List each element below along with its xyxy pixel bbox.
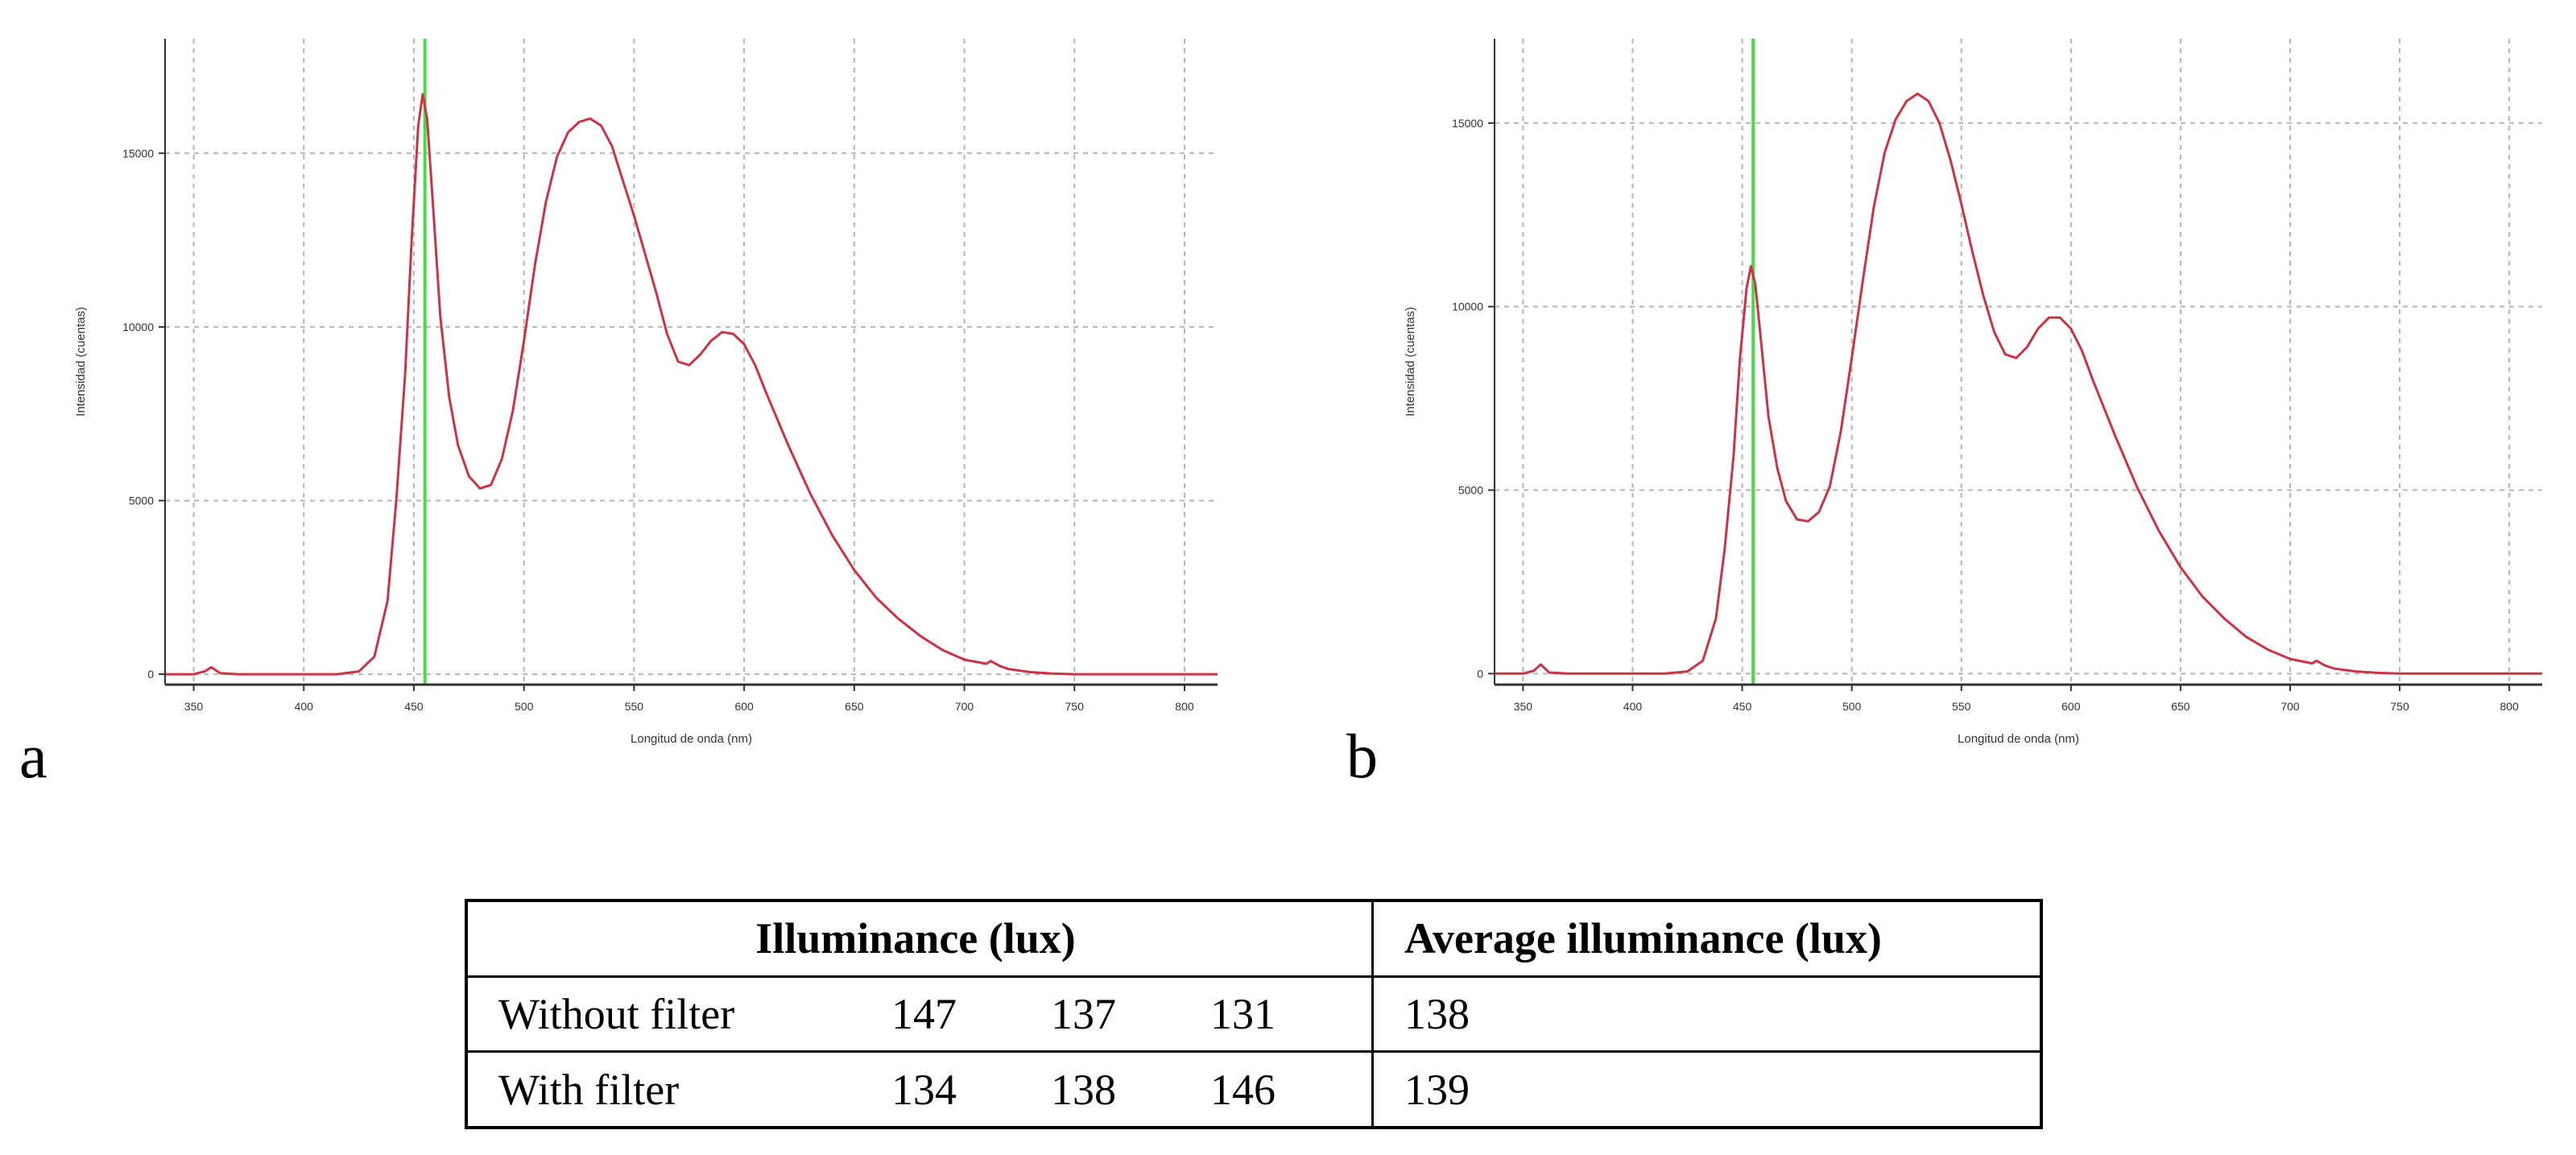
cell-value: 137 [1020,976,1180,1054]
cell-value: 146 [1210,1065,1276,1114]
x-tick-label: 700 [955,700,974,713]
header-average: Average illuminance (lux) [1371,900,2041,978]
x-tick-label: 550 [1952,700,1971,713]
x-axis-label: Longitud de onda (nm) [631,732,752,746]
table-row: With filter 134 138 146 139 [466,1051,2041,1128]
grid [165,39,1218,685]
y-axis-label: Intensidad (cuentas) [74,307,88,416]
series [165,93,1218,676]
x-tick-label: 400 [1623,700,1643,713]
row-label: Without filter [466,976,861,1054]
x-tick-label: 750 [2390,700,2409,713]
x-tick-label: 600 [734,700,754,713]
x-tick-label: 500 [1842,700,1862,713]
spectrum-chart-a: 350 400 450 500 550 600 650 700 750 800 0 5000 10000… [74,39,1218,746]
axes [1494,39,2542,686]
x-tick-label: 750 [1065,700,1085,713]
y-tick-label: 15000 [1452,117,1483,130]
ticks: 350 400 450 500 550 600 650 700 750 800 0 5000 10000… [122,147,1194,713]
y-tick-label: 0 [1477,667,1483,680]
x-tick-label: 400 [295,700,314,713]
table-header-row: Illuminance (lux) Average illuminance (l… [466,900,2041,978]
x-tick-label: 650 [2171,700,2190,713]
grid [1495,39,2542,685]
spectrum-chart-b: 350 400 450 500 550 600 650 700 750 800 0 5000 10000… [1404,39,2542,746]
x-tick-label: 650 [845,700,864,713]
spectrum-line [165,93,1218,676]
panel-label-a: a [19,721,48,791]
cell-value: 131 [1180,976,1373,1054]
y-tick-label: 10000 [122,321,154,333]
y-tick-label: 15000 [122,147,154,159]
x-tick-label: 450 [1733,700,1752,713]
spectrum-line [1495,92,2542,675]
axes [164,39,1218,686]
x-tick-label: 800 [2500,700,2519,713]
x-tick-label: 600 [2061,700,2081,713]
illuminance-table: Illuminance (lux) Average illuminance (l… [465,899,2043,1129]
row-label: With filter [498,1065,680,1114]
x-tick-label: 450 [404,700,424,713]
y-axis-label: Intensidad (cuentas) [1404,307,1417,416]
x-tick-label: 800 [1175,700,1194,713]
x-tick-label: 350 [1514,700,1533,713]
cell-average: 138 [1371,976,2041,1054]
panel-label-b: b [1346,721,1378,791]
x-tick-label: 700 [2280,700,2300,713]
cell-value: 147 [861,976,1020,1054]
x-tick-label: 500 [515,700,534,713]
cell-value: 138 [1051,1065,1116,1114]
x-tick-label: 350 [184,700,204,713]
x-tick-label: 550 [625,700,644,713]
y-tick-label: 5000 [1458,483,1483,496]
series [1495,92,2542,675]
cell-average: 139 [1371,1051,2041,1128]
ticks: 350 400 450 500 550 600 650 700 750 800 0 5000 10000… [1452,117,2519,713]
cell-value: 134 [891,1065,957,1114]
y-tick-label: 10000 [1452,300,1483,313]
y-tick-label: 5000 [129,494,154,507]
table-row: Without filter 147 137 131 138 [466,976,2041,1054]
x-axis-label: Longitud de onda (nm) [1958,732,2079,746]
y-tick-label: 0 [147,668,154,681]
header-illuminance: Illuminance (lux) [466,900,1373,978]
